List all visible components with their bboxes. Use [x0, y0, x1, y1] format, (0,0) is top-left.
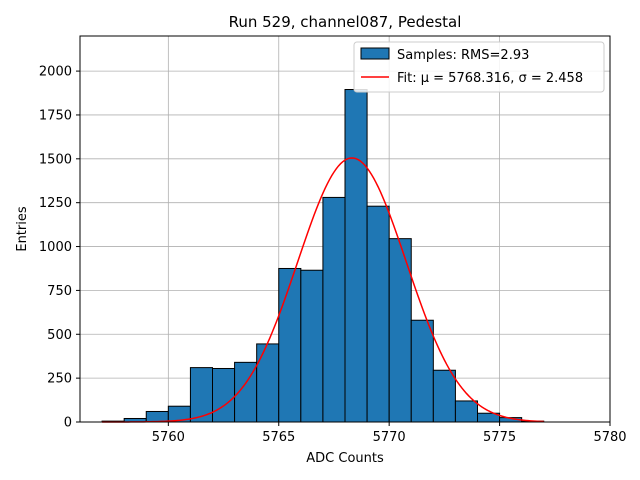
legend-box: [353, 41, 605, 93]
legend-samples-label: Samples: RMS=2.93: [397, 48, 529, 63]
histogram-bar: [432, 369, 456, 423]
histogram-bar: [366, 205, 390, 423]
x-tick-label: 5760: [152, 430, 185, 445]
y-axis-label: Entries: [15, 206, 30, 252]
x-tick-label: 5780: [593, 430, 626, 445]
legend-fit-label: Fit: μ = 5768.316, σ = 2.458: [397, 71, 583, 86]
histogram-bar: [145, 410, 169, 423]
legend: Samples: RMS=2.93 Fit: μ = 5768.316, σ =…: [353, 41, 605, 93]
y-tick-label: 1750: [39, 108, 72, 123]
x-tick-label: 5770: [373, 430, 406, 445]
y-tick-label: 250: [47, 372, 72, 387]
y-tick-label: 2000: [39, 65, 72, 80]
y-tick-label: 1250: [39, 196, 72, 211]
histogram-bar: [410, 319, 434, 423]
y-tick-label: 1500: [39, 152, 72, 167]
y-tick-label: 750: [47, 284, 72, 299]
histogram-bar: [278, 267, 302, 423]
y-tick-label: 500: [47, 328, 72, 343]
legend-bar-swatch: [360, 47, 390, 60]
histogram-bar: [212, 367, 236, 423]
histogram-bar: [322, 196, 346, 423]
histogram-bar: [454, 400, 478, 423]
histogram-bar: [256, 343, 280, 423]
x-axis-ticks: 5760 5765 5770 5775 5780: [152, 422, 627, 445]
x-tick-label: 5765: [262, 430, 295, 445]
y-tick-label: 1000: [39, 240, 72, 255]
chart-title: Run 529, channel087, Pedestal: [229, 13, 462, 31]
histogram-bar: [300, 269, 324, 423]
x-axis-label: ADC Counts: [306, 451, 384, 466]
y-tick-label: 0: [64, 416, 72, 431]
fit-curve: [102, 157, 544, 423]
histogram-bar: [344, 89, 368, 423]
y-axis-ticks: 0 250 500 750 1000 1250 1500 1750 2000: [39, 65, 80, 431]
x-tick-label: 5775: [483, 430, 516, 445]
plot-frame: [79, 35, 611, 423]
histogram-bars: [101, 89, 545, 423]
